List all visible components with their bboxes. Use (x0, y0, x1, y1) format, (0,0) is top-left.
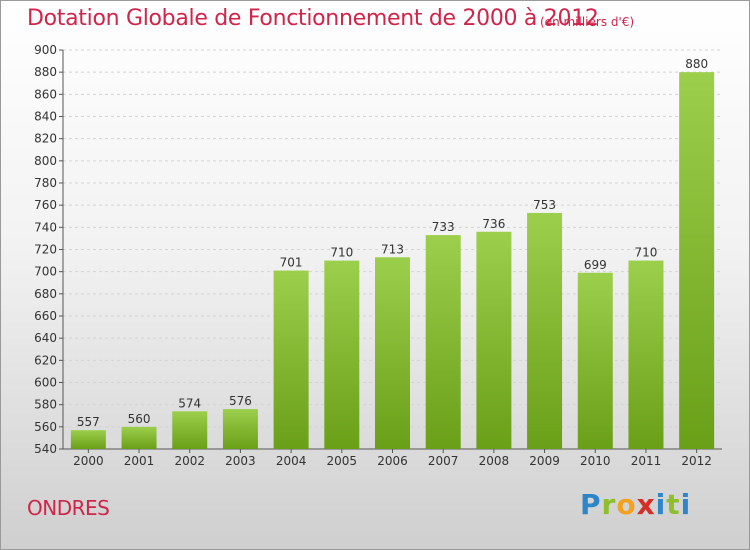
y-tick-label: 840 (34, 110, 57, 124)
proxiti-logo[interactable]: Proxiti (580, 488, 691, 521)
x-tick-label: 2007 (428, 454, 459, 468)
data-label: 574 (178, 396, 201, 410)
x-tick-label: 2003 (225, 454, 256, 468)
data-label: 733 (432, 220, 455, 234)
data-label: 576 (229, 394, 252, 408)
grid-lines (63, 49, 722, 450)
x-tick-label: 2010 (580, 454, 611, 468)
bar (172, 411, 208, 449)
logo-letter: r (601, 488, 617, 521)
data-label: 710 (330, 246, 353, 260)
x-tick-label: 2004 (276, 454, 307, 468)
x-tick-label: 2011 (631, 454, 662, 468)
bar (628, 260, 664, 449)
data-label: 880 (685, 57, 708, 71)
bar (679, 72, 715, 450)
bar (527, 212, 563, 449)
y-tick-label: 740 (34, 220, 57, 234)
x-tick-label: 2000 (73, 454, 104, 468)
y-tick-label: 820 (34, 132, 57, 146)
bar (425, 235, 461, 449)
bar (375, 257, 410, 449)
y-tick-label: 760 (34, 198, 57, 212)
data-label: 699 (584, 258, 607, 272)
y-tick-label: 560 (34, 420, 57, 434)
chart-title: Dotation Globale de Fonctionnement de 20… (27, 6, 599, 31)
bar (121, 426, 157, 449)
bar (476, 231, 512, 449)
y-tick-label: 580 (34, 398, 57, 412)
bar (70, 430, 106, 449)
y-tick-label: 860 (34, 87, 57, 101)
y-tick-labels: 540 560 580 600 620 640 660 680 700 720 740 760 780 8… (34, 43, 57, 456)
x-tick-label: 2008 (479, 454, 510, 468)
x-tick-labels: 2000 2001 2002 2003 2004 2005 2006 2007 2008 2009… (73, 454, 712, 468)
logo-letter: t (666, 488, 681, 521)
y-tick-label: 700 (34, 265, 57, 279)
x-tick-label: 2002 (174, 454, 205, 468)
x-tick-label: 2006 (377, 454, 408, 468)
logo-letter: i (680, 488, 692, 521)
x-tick-label: 2009 (529, 454, 560, 468)
y-tick-label: 680 (34, 287, 57, 301)
x-tick-label: 2001 (124, 454, 155, 468)
y-tick-label: 720 (34, 243, 57, 257)
data-label: 753 (533, 198, 556, 212)
data-label: 557 (77, 415, 100, 429)
logo-letter: o (616, 488, 637, 521)
y-tick-label: 540 (34, 442, 57, 456)
y-tick-label: 620 (34, 353, 57, 367)
bar (222, 409, 258, 449)
y-tick-label: 900 (34, 43, 57, 57)
y-tick-label: 800 (34, 154, 57, 168)
y-tick-label: 640 (34, 331, 57, 345)
bar (273, 270, 309, 449)
bar (577, 272, 613, 449)
logo-letter: i (655, 488, 667, 521)
chart-subtitle: (en milliers d'€) (540, 15, 635, 29)
y-tick-label: 780 (34, 176, 57, 190)
x-tick-label: 2005 (327, 454, 358, 468)
data-label: 713 (381, 242, 404, 256)
y-tick-label: 880 (34, 65, 57, 79)
commune-name: ONDRES (27, 496, 110, 520)
data-label: 710 (635, 246, 658, 260)
data-label: 736 (482, 217, 505, 231)
data-label: 701 (280, 256, 303, 270)
logo-letter: P (580, 488, 602, 521)
y-tick-label: 660 (34, 309, 57, 323)
y-tick-label: 600 (34, 376, 57, 390)
bar (324, 260, 360, 449)
logo-letter: x (636, 488, 656, 521)
data-labels: 557 560 574 576 701 710 713 733 736 753 699 710 880 (77, 57, 708, 429)
data-label: 560 (128, 412, 151, 426)
bars (70, 72, 715, 450)
x-tick-label: 2012 (681, 454, 712, 468)
